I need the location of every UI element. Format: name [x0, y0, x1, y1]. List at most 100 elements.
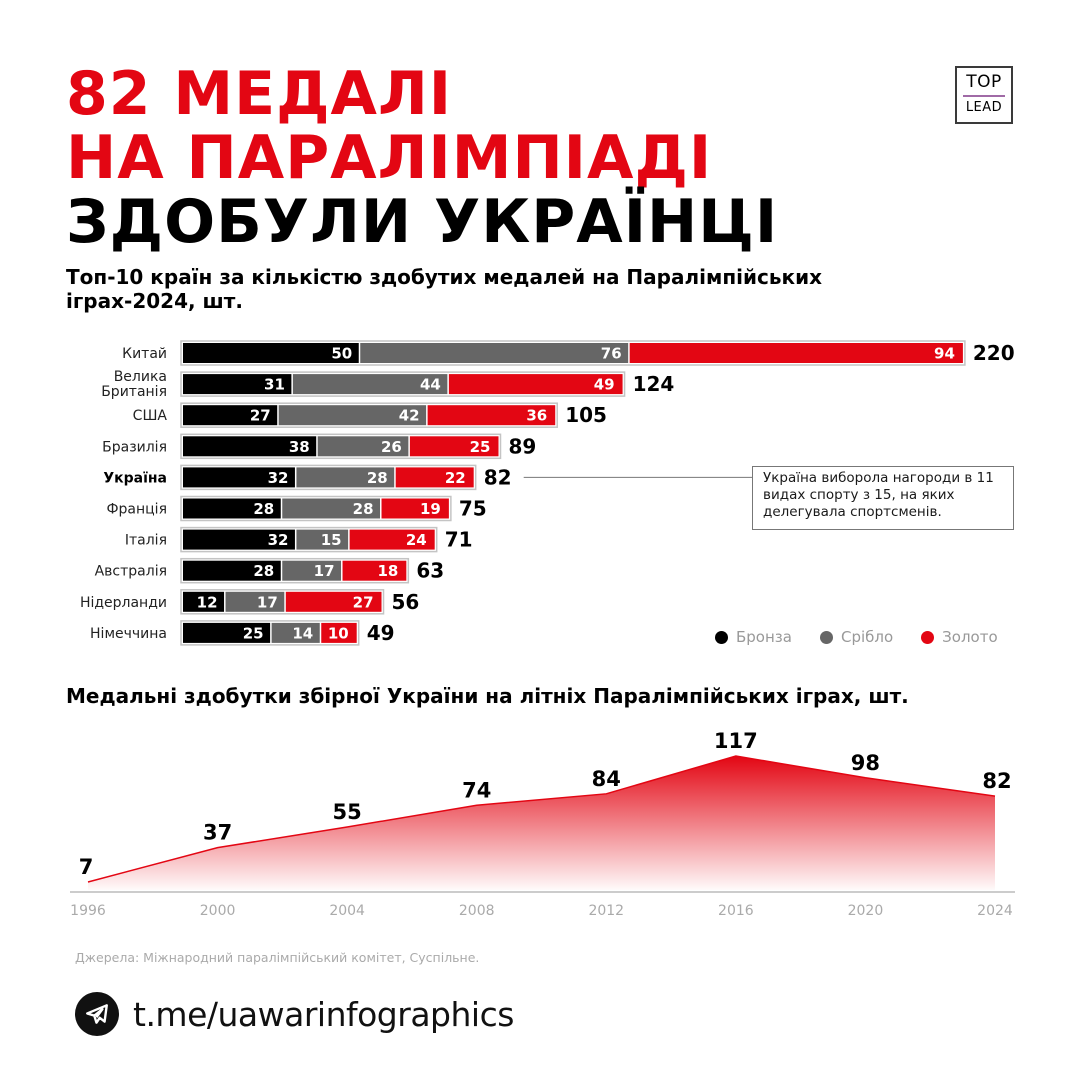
bar-row: Велика Британія 31 44 49 124: [101, 369, 674, 400]
toplead-logo: TOP LEAD: [955, 66, 1013, 124]
bar-segment-Золото: [349, 529, 435, 550]
bar-total-label: 49: [367, 621, 395, 645]
category-label: Нідерланди: [80, 595, 167, 611]
category-label: Франція: [106, 502, 167, 518]
bar-segment-Золото: [427, 405, 556, 426]
bar-segment-Срібло: [282, 498, 381, 519]
bar-value-label: 28: [253, 562, 274, 580]
bar-row: Україна 32 28 22 82: [103, 464, 752, 491]
bar-total-label: 124: [633, 372, 675, 396]
headline: 82 МЕДАЛІ НА ПАРАЛІМПІАДІ ЗДОБУЛИ УКРАЇН…: [66, 62, 778, 254]
x-tick-label: 2020: [848, 903, 884, 919]
bar-row: Франція 28 28 19 75: [106, 495, 487, 522]
bar-row: Нідерланди 12 17 27 56: [80, 589, 420, 615]
category-label: Бразилія: [102, 439, 167, 455]
bar-value-label: 50: [331, 345, 352, 363]
source-note: Джерела: Міжнародний паралімпійський ком…: [75, 950, 480, 965]
x-tick-label: 2008: [459, 903, 495, 919]
bar-segment-Бронза: [183, 529, 295, 550]
bar-segment-Бронза: [183, 560, 281, 581]
bar-value-label: 19: [420, 500, 441, 518]
category-label: Китай: [122, 346, 167, 362]
bar-segment-Бронза: [183, 374, 292, 395]
telegram-icon[interactable]: [75, 992, 119, 1036]
bar-value-label: 32: [268, 531, 289, 549]
legend-label-gold: Золото: [942, 628, 998, 646]
x-tick-label: 2024: [977, 903, 1013, 919]
bar-total-label: 220: [973, 341, 1015, 365]
bar-value-label: 12: [197, 593, 218, 611]
data-point-label: 55: [333, 800, 362, 824]
area-fill: [88, 756, 995, 890]
bar-value-label: 15: [321, 531, 342, 549]
x-tick-label: 1996: [70, 903, 106, 919]
legend-label-bronze: Бронза: [736, 628, 792, 646]
bar-segment-Бронза: [183, 343, 359, 363]
bar-value-label: 28: [253, 500, 274, 518]
legend: Бронза Срібло Золото: [715, 628, 998, 646]
bar-value-label: 44: [420, 376, 441, 394]
bar-row: Австралія 28 17 18 63: [95, 557, 444, 584]
bar-value-label: 32: [268, 469, 289, 487]
logo-divider: [963, 95, 1005, 97]
bar-row: США 27 42 36 105: [133, 402, 607, 428]
logo-top-text: TOP: [966, 72, 1002, 92]
bar-value-label: 10: [328, 624, 349, 642]
bar-value-label: 17: [314, 562, 335, 580]
legend-dot-silver: [819, 630, 833, 644]
bar-segment-Бронза: [183, 622, 271, 643]
bar-value-label: 17: [257, 593, 278, 611]
bar-value-label: 28: [367, 469, 388, 487]
bar-segment-Срібло: [282, 560, 342, 581]
bar-segment-Срібло: [317, 436, 409, 457]
bar-total-label: 82: [484, 465, 512, 489]
area-line: [87, 755, 996, 883]
legend-dot-bronze: [715, 630, 728, 644]
bar-segment-Бронза: [183, 436, 317, 457]
bar-total-label: 105: [565, 403, 607, 427]
bar-value-label: 25: [243, 624, 264, 642]
bar-segment-Золото: [285, 591, 382, 612]
category-label: Україна: [103, 470, 167, 486]
telegram-link[interactable]: t.me/uawarinfographics: [133, 994, 514, 1034]
data-point-label: 84: [592, 767, 621, 791]
category-label-line: Британія: [101, 384, 167, 400]
bar-value-label: 27: [250, 407, 271, 425]
bar-segment-Золото: [381, 498, 449, 519]
bar-total-label: 89: [509, 434, 537, 458]
stacked-bar-chart: Китай 50 76 94 220 Велика Британія 31 44 49 124 США…: [80, 340, 1015, 646]
data-point-label: 98: [851, 751, 880, 775]
bar-segment-Золото: [342, 560, 407, 581]
bar-total-label: 75: [459, 497, 487, 521]
data-point-label: 74: [462, 778, 491, 802]
bar-segment-Золото: [448, 374, 623, 395]
bar-segment-Срібло: [225, 591, 285, 612]
x-tick-label: 2004: [329, 903, 365, 919]
bar-value-label: 24: [406, 531, 427, 549]
bar-value-label: 18: [377, 562, 398, 580]
category-label: Велика Британія: [101, 369, 167, 400]
ukraine-annotation: Україна виборола нагороди в 11 видах спо…: [752, 466, 1014, 530]
bar-total-label: 56: [392, 590, 420, 614]
bar-total-label: 71: [445, 528, 473, 552]
logo-bottom-text: LEAD: [965, 100, 1003, 115]
bar-segment-Срібло: [296, 529, 349, 550]
bar-value-label: 49: [594, 376, 615, 394]
x-tick-label: 2016: [718, 903, 754, 919]
category-label: Італія: [125, 533, 167, 549]
legend-label-silver: Срібло: [840, 628, 894, 646]
bar-value-label: 25: [470, 438, 491, 456]
bar-segment-Бронза: [183, 405, 278, 426]
telegram-link-block[interactable]: t.me/uawarinfographics: [75, 992, 514, 1036]
category-label: США: [133, 408, 168, 424]
bar-segment-Бронза: [183, 467, 295, 488]
telegram-plane-glyph: [86, 1004, 108, 1024]
data-point-label: 117: [714, 729, 758, 753]
bar-value-label: 42: [399, 407, 420, 425]
category-label: Австралія: [95, 564, 167, 580]
bar-segment-Срібло: [292, 374, 448, 395]
area-chart-title: Медальні здобутки збірної України на літ…: [66, 684, 909, 708]
bar-value-label: 36: [526, 407, 547, 425]
legend-dot-gold: [921, 630, 935, 644]
data-point-label: 82: [982, 769, 1011, 793]
